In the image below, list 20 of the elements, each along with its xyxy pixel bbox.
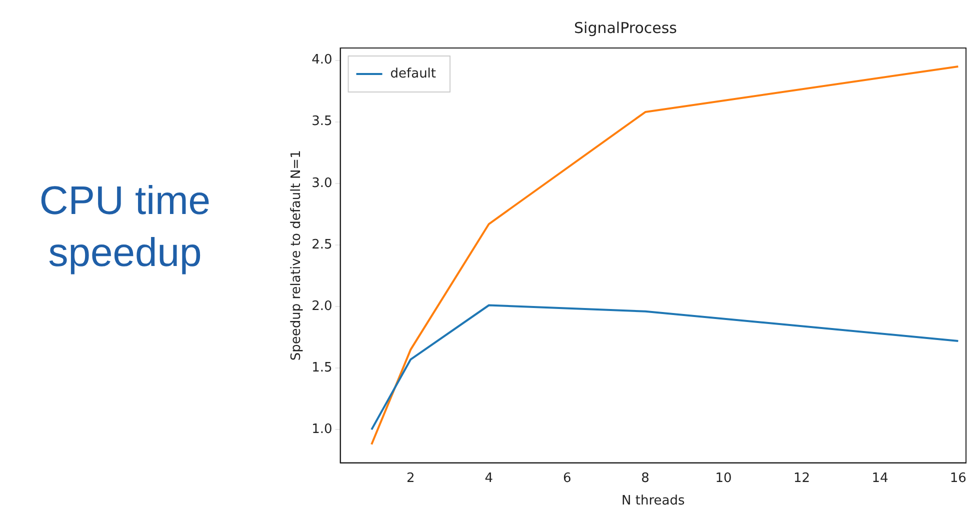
y-tick-label: 3.5 [312, 114, 332, 130]
x-tick-label: 16 [950, 470, 966, 486]
y-axis-title: Speedup relative to default N=1 [289, 150, 304, 361]
y-tick-label: 1.5 [312, 360, 332, 376]
text: CPU time speedup [38, 178, 212, 277]
x-tick-label: 8 [641, 470, 650, 486]
x-tick-label: 14 [872, 470, 888, 486]
y-tick-label: 4.0 [312, 52, 332, 68]
x-tick-label: 10 [715, 470, 732, 486]
y-tick-label: 1.0 [312, 422, 332, 437]
y-tick-label: 3.0 [312, 176, 332, 191]
x-tick-label: 6 [562, 470, 572, 486]
x-tick-label: 2 [406, 470, 415, 486]
y-tick-label: 2.5 [312, 237, 332, 252]
x-axis-title: N threads [622, 494, 685, 509]
legend-label: default [390, 66, 436, 82]
y-tick-label: 2.0 [312, 298, 332, 314]
x-tick-label: 4 [484, 470, 494, 486]
x-tick-label: 12 [793, 470, 810, 486]
chart-title: SignalProcess [574, 18, 678, 37]
